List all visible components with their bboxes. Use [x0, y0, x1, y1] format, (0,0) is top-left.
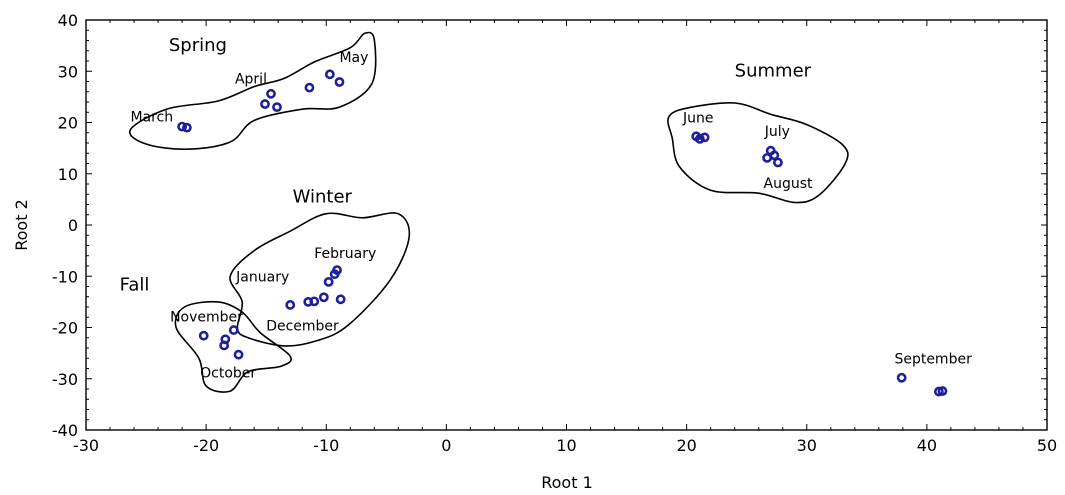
data-point — [198, 330, 209, 341]
data-point — [332, 265, 342, 275]
x-tick-label: 20 — [676, 436, 696, 455]
data-point — [228, 325, 239, 335]
data-point — [323, 276, 334, 287]
july-label: July — [764, 124, 790, 140]
y-tick-label: -20 — [52, 319, 78, 338]
y-tick-label: -10 — [52, 267, 78, 286]
fall-group-label: Fall — [120, 275, 150, 296]
y-tick-label: 40 — [58, 11, 78, 30]
winter-hull — [229, 212, 411, 347]
data-point — [334, 77, 345, 87]
spring-group-label: Spring — [169, 35, 227, 56]
data-point — [769, 150, 780, 161]
march-label: March — [130, 109, 173, 125]
data-point — [304, 82, 315, 93]
data-point — [260, 99, 270, 109]
axis-ticks: -30 -20 -10 0 10 20 30 40 50-40-30-20-1001020304… — [52, 11, 1057, 455]
data-points — [177, 69, 948, 397]
data-point — [177, 121, 187, 132]
y-tick-label: 10 — [58, 165, 78, 184]
x-tick-label: -30 — [73, 436, 99, 455]
summer-hull — [667, 102, 849, 204]
x-axis-title: Root 1 — [541, 473, 593, 492]
data-point — [335, 294, 346, 305]
spring-hull — [128, 31, 377, 151]
data-point — [694, 133, 705, 144]
january-label: January — [235, 269, 289, 285]
data-point — [182, 122, 192, 133]
december-label: December — [266, 319, 339, 335]
data-point — [309, 296, 320, 307]
group-hulls — [128, 31, 849, 393]
data-point — [220, 334, 231, 345]
data-point — [266, 88, 276, 99]
data-point — [285, 300, 296, 310]
september-label: September — [894, 351, 972, 367]
y-tick-label: -30 — [52, 370, 78, 389]
november-label: November — [170, 309, 243, 325]
may-label: May — [339, 50, 368, 66]
data-point — [699, 132, 710, 143]
april-label: April — [235, 72, 267, 88]
october-label: October — [200, 366, 256, 382]
data-point — [896, 372, 907, 383]
february-label: February — [314, 246, 376, 262]
x-tick-label: 30 — [797, 436, 817, 455]
y-tick-label: 0 — [68, 216, 78, 235]
summer-group-label: Summer — [735, 60, 812, 81]
y-tick-label: 20 — [58, 114, 78, 133]
winter-group-label: Winter — [293, 186, 353, 207]
x-tick-label: 40 — [917, 436, 937, 455]
data-point — [324, 69, 335, 80]
data-point — [937, 386, 948, 396]
x-tick-label: -10 — [313, 436, 339, 455]
data-point — [272, 102, 282, 113]
data-point — [318, 292, 329, 303]
fall-hull — [174, 300, 292, 393]
chart-labels: Spring Summer Winter Fall March April May June J… — [120, 35, 972, 382]
x-tick-label: -20 — [193, 436, 219, 455]
x-tick-label: 0 — [441, 436, 451, 455]
august-label: August — [764, 176, 814, 192]
june-label: June — [682, 111, 714, 127]
y-tick-label: -40 — [52, 421, 78, 440]
data-point — [773, 157, 783, 168]
data-point — [233, 349, 244, 360]
y-tick-label: 30 — [58, 62, 78, 81]
x-tick-label: 10 — [556, 436, 576, 455]
y-axis-title: Root 2 — [12, 199, 31, 251]
x-tick-label: 50 — [1037, 436, 1057, 455]
